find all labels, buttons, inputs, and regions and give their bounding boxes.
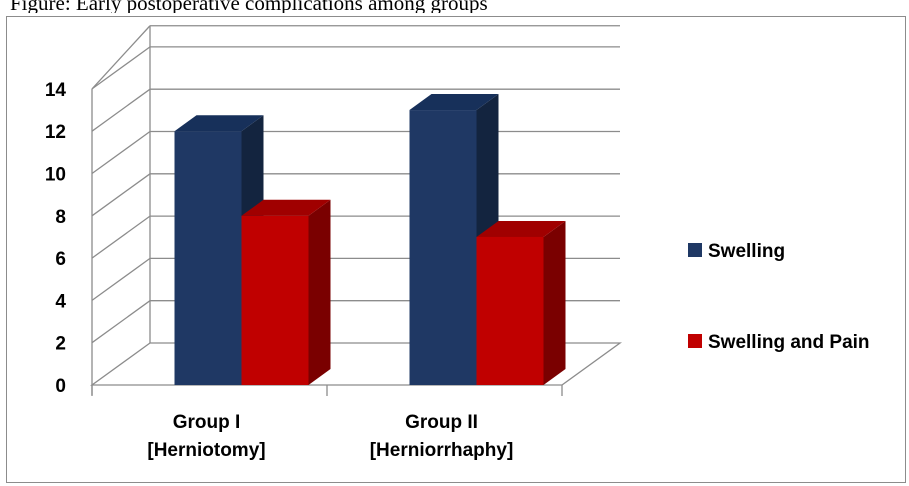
legend-label: Swelling xyxy=(708,241,785,262)
legend-label: Swelling and Pain xyxy=(708,332,870,353)
bar-swelling-1 xyxy=(174,115,264,385)
axis-layer xyxy=(89,88,623,396)
y-tick-label-6: 6 xyxy=(55,249,66,270)
y-tick-label-12: 12 xyxy=(45,122,66,143)
gridline-14 xyxy=(91,46,620,90)
y-tick-label-0: 0 xyxy=(55,376,66,397)
y-tick-label-14: 14 xyxy=(45,80,67,101)
bar-swelling-and-pain-2 xyxy=(476,220,566,385)
figure-caption-fragment: Figure: Early postoperative complication… xyxy=(10,0,488,13)
legend-item-swelling: Swelling xyxy=(688,241,785,262)
legend-swatch xyxy=(688,334,702,348)
y-tick-label-4: 4 xyxy=(55,291,66,312)
x-category-label-2-line-2: [Herniorrhaphy] xyxy=(370,440,514,461)
gridline-8 xyxy=(91,173,620,217)
label-layer: 0 2 4 6 8 10 12 14 Group I [Herniotomy] Group II [H… xyxy=(45,80,513,461)
bar-swelling-and-pain-1 xyxy=(241,199,331,385)
bar-layer xyxy=(174,94,566,386)
y-tick-label-2: 2 xyxy=(55,334,66,355)
gridline-12 xyxy=(91,88,620,132)
floor-plane xyxy=(89,342,623,386)
y-tick-label-8: 8 xyxy=(55,207,66,228)
x-category-label-1-line-1: Group I xyxy=(173,412,241,433)
gridline-10 xyxy=(91,130,620,175)
legend-item-swelling-and-pain: Swelling and Pain xyxy=(688,332,870,353)
legend: Swelling Swelling and Pain xyxy=(688,241,870,353)
x-category-label-2-line-1: Group II xyxy=(405,412,478,433)
legend-swatch xyxy=(688,243,702,257)
y-tick-label-10: 10 xyxy=(45,165,66,186)
x-category-label-1-line-2: [Herniotomy] xyxy=(147,440,265,461)
